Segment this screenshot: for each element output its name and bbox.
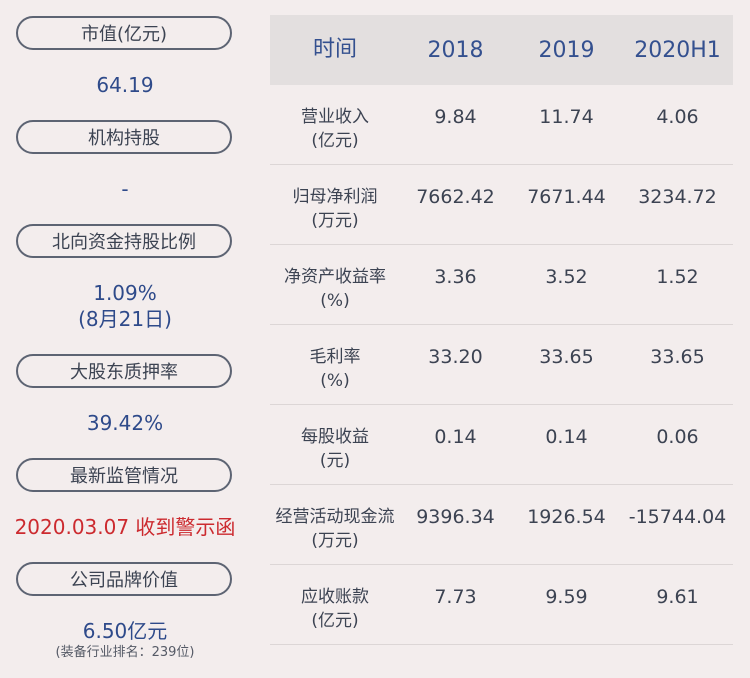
cell-2018: 0.14 bbox=[434, 426, 477, 448]
row-label: 每股收益 bbox=[301, 427, 369, 447]
row-label: 经营活动现金流 bbox=[275, 507, 395, 527]
row-unit: (亿元) bbox=[311, 611, 359, 631]
table-row: 归母净利润 (万元) 7662.42 7671.44 3234.72 bbox=[270, 165, 733, 245]
brand-rank: (装备行业排名：239位) bbox=[55, 645, 195, 660]
market-cap-label: 市值(亿元) bbox=[16, 16, 232, 50]
cell-2019: 33.65 bbox=[539, 346, 594, 368]
table-row: 毛利率 (%) 33.20 33.65 33.65 bbox=[270, 325, 733, 405]
brand-label: 公司品牌价值 bbox=[16, 562, 232, 596]
cell-2020h1: -15744.04 bbox=[628, 506, 727, 528]
cell-2020h1: 9.61 bbox=[656, 586, 699, 608]
row-unit: (%) bbox=[320, 371, 350, 391]
northbound-label: 北向资金持股比例 bbox=[16, 224, 232, 258]
cell-2019: 3.52 bbox=[545, 266, 588, 288]
table-row: 营业收入 (亿元) 9.84 11.74 4.06 bbox=[270, 85, 733, 165]
table-header: 时间 2018 2019 2020H1 bbox=[270, 15, 733, 85]
cell-2019: 0.14 bbox=[545, 426, 588, 448]
cell-2019: 9.59 bbox=[545, 586, 588, 608]
pledge-label: 大股东质押率 bbox=[16, 354, 232, 388]
row-unit: (万元) bbox=[311, 531, 359, 551]
header-2019: 2019 bbox=[538, 37, 595, 63]
northbound-date: (8月21日) bbox=[78, 307, 172, 331]
financial-table: 时间 2018 2019 2020H1 营业收入 (亿元) 9.84 11.74 … bbox=[270, 15, 733, 645]
row-label: 毛利率 bbox=[309, 347, 361, 367]
cell-2018: 7662.42 bbox=[416, 186, 495, 208]
left-panel: 市值(亿元) 64.19 机构持股 - 北向资金持股比例 1.09% (8月21… bbox=[0, 0, 250, 678]
cell-2018: 9396.34 bbox=[416, 506, 495, 528]
table-row: 每股收益 (元) 0.14 0.14 0.06 bbox=[270, 405, 733, 485]
cell-2019: 7671.44 bbox=[527, 186, 606, 208]
header-2018: 2018 bbox=[427, 37, 484, 63]
row-label: 归母净利润 bbox=[292, 187, 378, 207]
brand-value: 6.50亿元 bbox=[82, 619, 168, 643]
row-unit: (亿元) bbox=[311, 131, 359, 151]
header-time: 时间 bbox=[312, 37, 357, 62]
institution-label: 机构持股 bbox=[16, 120, 232, 154]
row-label: 应收账款 bbox=[301, 587, 369, 607]
cell-2018: 33.20 bbox=[428, 346, 483, 368]
row-label: 营业收入 bbox=[301, 107, 369, 127]
cell-2018: 9.84 bbox=[434, 106, 477, 128]
row-unit: (元) bbox=[319, 451, 351, 471]
market-cap-value: 64.19 bbox=[96, 73, 154, 97]
cell-2020h1: 0.06 bbox=[656, 426, 699, 448]
table-row: 应收账款 (亿元) 7.73 9.59 9.61 bbox=[270, 565, 733, 645]
pledge-value: 39.42% bbox=[86, 411, 164, 435]
cell-2019: 11.74 bbox=[539, 106, 594, 128]
cell-2020h1: 1.52 bbox=[656, 266, 699, 288]
cell-2018: 7.73 bbox=[434, 586, 477, 608]
northbound-value: 1.09% bbox=[93, 281, 157, 305]
row-unit: (%) bbox=[320, 291, 350, 311]
header-2020h1: 2020H1 bbox=[634, 37, 721, 63]
institution-value: - bbox=[121, 177, 129, 201]
cell-2018: 3.36 bbox=[434, 266, 477, 288]
regulation-label: 最新监管情况 bbox=[16, 458, 232, 492]
table-row: 净资产收益率 (%) 3.36 3.52 1.52 bbox=[270, 245, 733, 325]
row-label: 净资产收益率 bbox=[284, 267, 386, 287]
cell-2020h1: 3234.72 bbox=[638, 186, 717, 208]
cell-2020h1: 33.65 bbox=[650, 346, 705, 368]
cell-2020h1: 4.06 bbox=[656, 106, 699, 128]
table-row: 经营活动现金流 (万元) 9396.34 1926.54 -15744.04 bbox=[270, 485, 733, 565]
regulation-value: 2020.03.07 收到警示函 bbox=[14, 515, 236, 539]
row-unit: (万元) bbox=[311, 211, 359, 231]
cell-2019: 1926.54 bbox=[527, 506, 606, 528]
